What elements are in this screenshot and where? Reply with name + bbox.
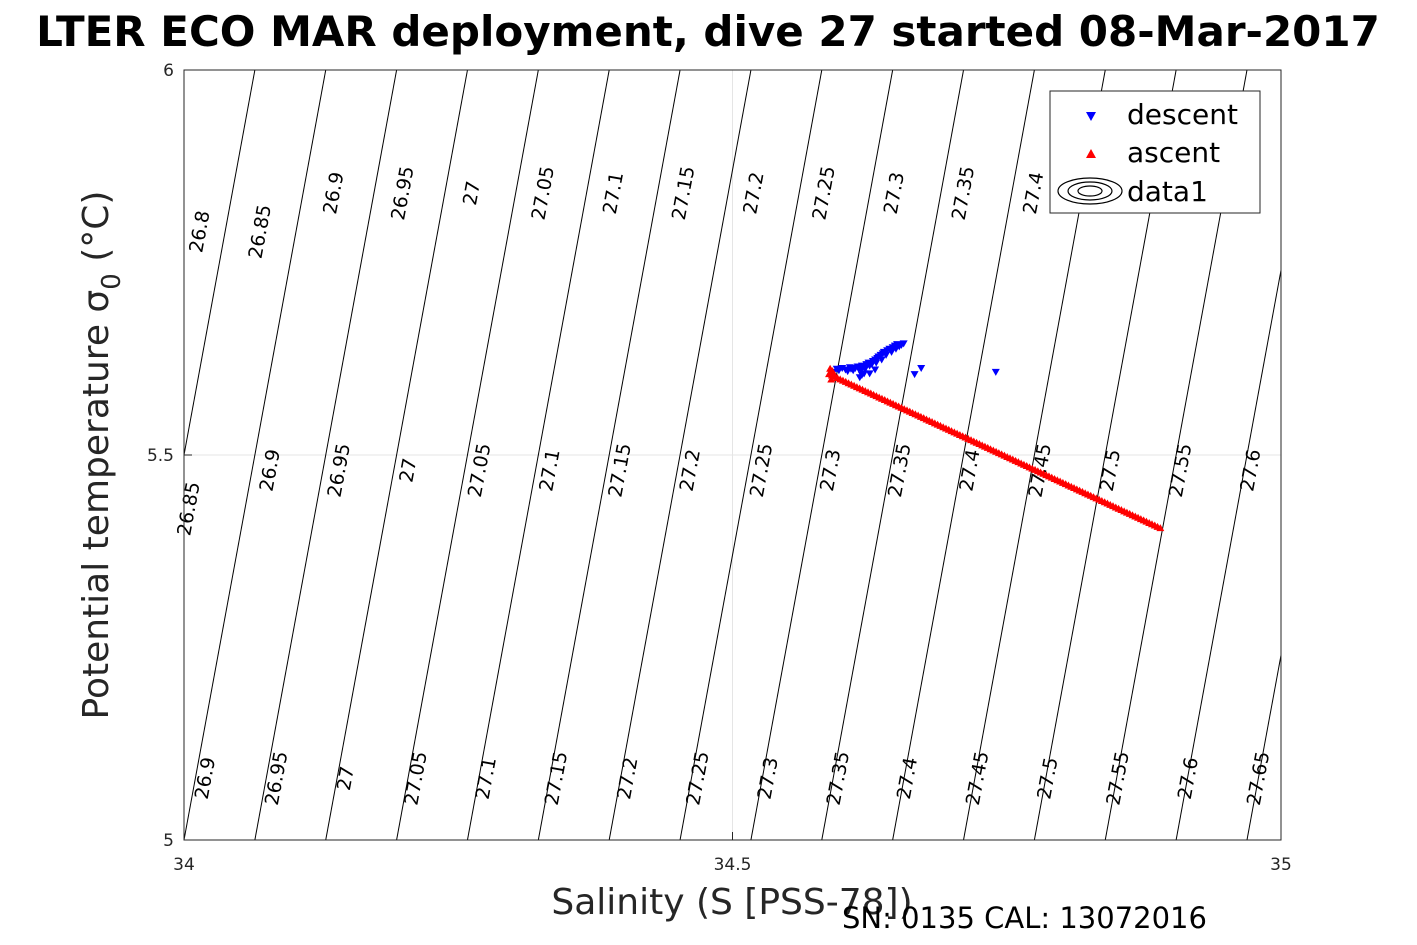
legend-descent-marker <box>1086 112 1096 121</box>
contour-line <box>1175 267 1281 840</box>
contour-line <box>1246 652 1281 840</box>
axis-ticks: 34 34.5 35 5 5.5 6 <box>147 61 1292 875</box>
descent-point <box>860 370 869 378</box>
x-tick-label: 35 <box>1270 855 1292 875</box>
legend-ascent-marker <box>1086 149 1096 158</box>
legend-data1-contour-icon <box>1057 177 1123 205</box>
x-tick-label: 34.5 <box>714 855 752 875</box>
contour-line <box>0 70 42 840</box>
y-tick-label: 6 <box>163 61 174 81</box>
descent-point <box>910 371 919 379</box>
legend-descent-label: descent <box>1127 98 1238 131</box>
legend-ascent-label: ascent <box>1127 136 1220 169</box>
y-tick-label: 5 <box>163 831 174 851</box>
descent-point <box>887 348 896 356</box>
contour-line <box>892 70 1035 840</box>
contour-line <box>608 70 752 840</box>
y-axis-label: Potential temperature σ0 (°C) <box>76 191 127 720</box>
descent-point <box>872 359 881 367</box>
legend-box <box>1049 90 1261 214</box>
descent-point <box>877 356 886 364</box>
descent-point <box>882 351 891 359</box>
contour-line <box>750 70 894 840</box>
contour-label: 27 <box>333 764 359 792</box>
ascent-point <box>830 370 839 378</box>
legend: descent ascent data1 <box>1049 90 1261 214</box>
x-axis-label: Salinity (S [PSS-78]) <box>551 882 912 923</box>
contour-line <box>821 70 965 840</box>
contour-line <box>466 70 610 840</box>
descent-point <box>899 340 908 348</box>
contour-line <box>325 70 468 840</box>
contour-line <box>1318 70 1417 840</box>
chart-title: LTER ECO MAR deployment, dive 27 started… <box>36 7 1380 56</box>
contour-line <box>396 70 539 840</box>
descent-point <box>917 364 926 372</box>
descent-point <box>861 365 870 373</box>
series-descent <box>829 340 1000 382</box>
ascent-point <box>827 375 836 383</box>
contour-label: 27 <box>395 456 421 484</box>
contour-line <box>184 70 256 458</box>
descent-point <box>991 368 1000 376</box>
contour-line <box>254 70 398 840</box>
ascent-point <box>1156 524 1165 532</box>
legend-data1-label: data1 <box>1127 175 1208 208</box>
footer-serial-calibration: SN: 0135 CAL: 13072016 <box>842 901 1207 935</box>
contour-line <box>537 70 681 840</box>
density-contours <box>0 70 1417 840</box>
series-ascent <box>825 364 1165 532</box>
y-tick-label: 5.5 <box>147 446 174 466</box>
contour-label: 27 <box>459 179 485 207</box>
descent-point <box>865 370 874 378</box>
x-tick-label: 34 <box>173 855 195 875</box>
contour-line <box>184 70 327 840</box>
contour-line <box>679 70 823 840</box>
data-series <box>825 340 1165 532</box>
descent-point <box>871 366 880 374</box>
